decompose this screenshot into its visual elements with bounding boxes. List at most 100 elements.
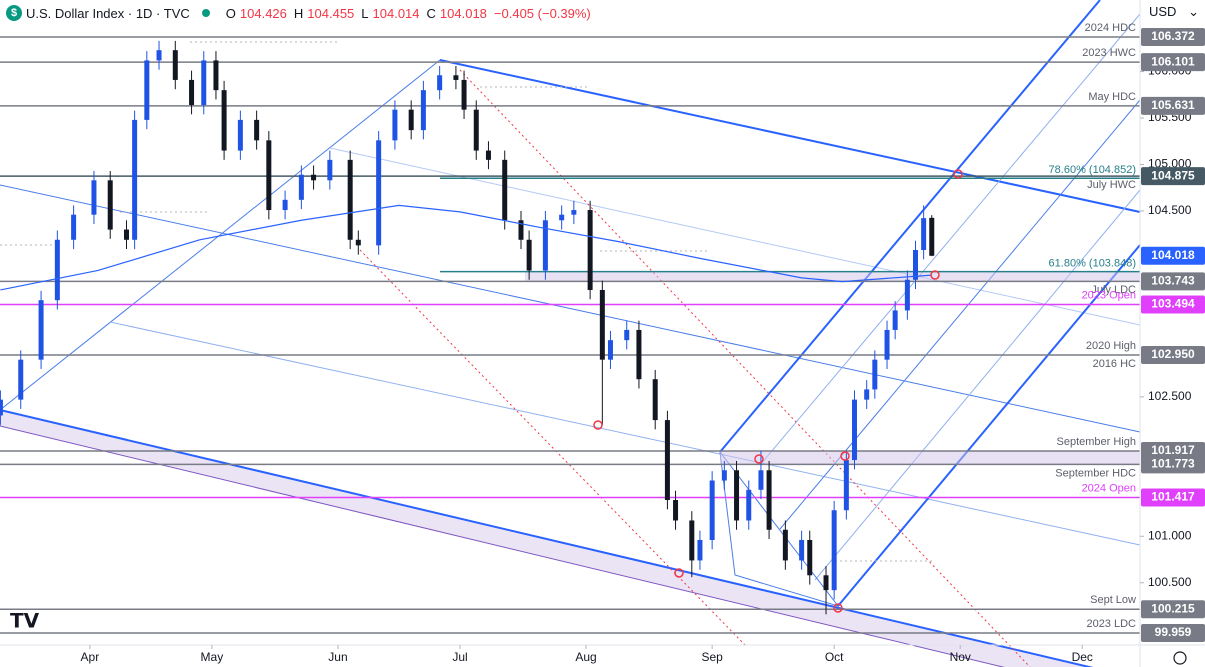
candle-body [587, 210, 593, 290]
candle-body [355, 239, 361, 246]
ohlc-value: 104.018 [439, 5, 487, 21]
marker [674, 568, 684, 578]
candle-body [526, 239, 532, 271]
marker [930, 270, 940, 280]
candle-body [213, 60, 219, 91]
level-name: Sept Low [1090, 594, 1136, 606]
candle-body [892, 310, 898, 330]
price-box [1141, 53, 1205, 72]
price-label: 101.917 [1151, 443, 1195, 457]
price-label: 101.417 [1151, 490, 1195, 504]
candle-body [758, 470, 764, 490]
price-box [1141, 167, 1205, 186]
x-tick-label: Apr [81, 650, 100, 664]
candle-body [807, 539, 813, 576]
price-label: 102.950 [1151, 347, 1195, 361]
price-label: 104.018 [1151, 248, 1195, 262]
level-name: 2023 Open [1082, 289, 1136, 301]
candle-body [473, 109, 479, 151]
price-box [1141, 272, 1205, 291]
ohlc-value: 104.426 [239, 5, 287, 21]
candle-body [420, 90, 426, 131]
settings-icon[interactable] [1173, 651, 1187, 665]
candle-body [298, 174, 304, 200]
trend-line [0, 184, 1141, 433]
candle-body [18, 359, 24, 400]
candle-body [823, 575, 829, 591]
candle-body [189, 79, 195, 106]
candle-body [697, 539, 703, 561]
candle-body [864, 389, 870, 400]
x-tick-label: May [201, 650, 224, 664]
level-name: 2023 LDC [1086, 618, 1136, 630]
drawings [0, 0, 1141, 667]
candle-body [782, 529, 788, 561]
price-label: 100.215 [1151, 601, 1195, 615]
trend-line [109, 321, 1141, 546]
status-dot [201, 9, 210, 17]
x-tick-label: Aug [575, 650, 596, 664]
x-tick-label: Oct [825, 650, 844, 664]
price-box [1141, 96, 1205, 115]
symbol-icon: $ [6, 5, 22, 21]
candle-body [156, 50, 162, 61]
candle-body [872, 359, 878, 390]
candle-body [542, 220, 548, 271]
candle-body [709, 480, 715, 540]
candle-body [851, 399, 857, 461]
candle-body [237, 119, 243, 151]
x-tick-label: Jun [328, 650, 347, 664]
candle-body [392, 109, 398, 141]
price-box [1141, 455, 1205, 474]
level-name: September High [1057, 436, 1137, 448]
candle-body [799, 539, 805, 561]
candle-body [485, 150, 491, 160]
trend-line [329, 147, 1141, 326]
fib-label: 78.60% (104.852) [1049, 164, 1136, 176]
candle-body [766, 470, 772, 530]
candle-body [347, 159, 353, 240]
currency-select[interactable]: USD ⌄ [1149, 4, 1199, 20]
levels: 78.60% (104.852) 61.80% (103.848) 2024 HDC… [0, 22, 1140, 634]
candle-body [599, 289, 605, 360]
candle-body [201, 60, 207, 106]
level-name: July LDC [1091, 284, 1136, 296]
ohlc-key: C [426, 5, 436, 21]
level-name: 2016 HC [1093, 358, 1136, 370]
candle-body [132, 119, 138, 240]
candle-body [559, 214, 565, 221]
marker [953, 169, 963, 179]
price-label: 105.631 [1151, 98, 1195, 112]
logo: 𝗧𝗩 [10, 610, 40, 632]
candle-body [437, 75, 443, 91]
candle-body [453, 75, 459, 80]
change: −0.405 (−0.39%) [493, 5, 591, 21]
ohlc-value: 104.014 [372, 5, 420, 21]
zone [525, 271, 1140, 282]
candle-body [461, 79, 467, 110]
candle-body [689, 520, 695, 561]
candle-body [929, 217, 935, 256]
candle-body [912, 250, 918, 280]
x-tick-label: Nov [950, 650, 971, 664]
candle-body [518, 220, 524, 240]
pitchfork-line [814, 189, 1141, 581]
ohlc-key: O [225, 5, 236, 21]
price-box [1141, 346, 1205, 365]
legend-header: $ U.S. Dollar Index · 1D · TVC O 104.426 … [6, 5, 594, 21]
candle-body [408, 109, 414, 131]
pitchfork-line [719, 0, 1101, 453]
candle-body [734, 470, 740, 521]
price-label: 104.875 [1151, 168, 1195, 182]
markers [593, 169, 963, 613]
price-box [1141, 600, 1205, 619]
candle-body [624, 329, 630, 341]
level-name: May HDC [1088, 91, 1136, 103]
dotted-line [459, 69, 1031, 667]
candle-body [843, 460, 849, 511]
level-name: 2023 HWC [1082, 47, 1136, 59]
price-label: 106.101 [1151, 54, 1195, 68]
price-box [1141, 295, 1205, 314]
channel-line [0, 409, 1094, 667]
y-tick-label: 101.000 [1148, 528, 1192, 542]
